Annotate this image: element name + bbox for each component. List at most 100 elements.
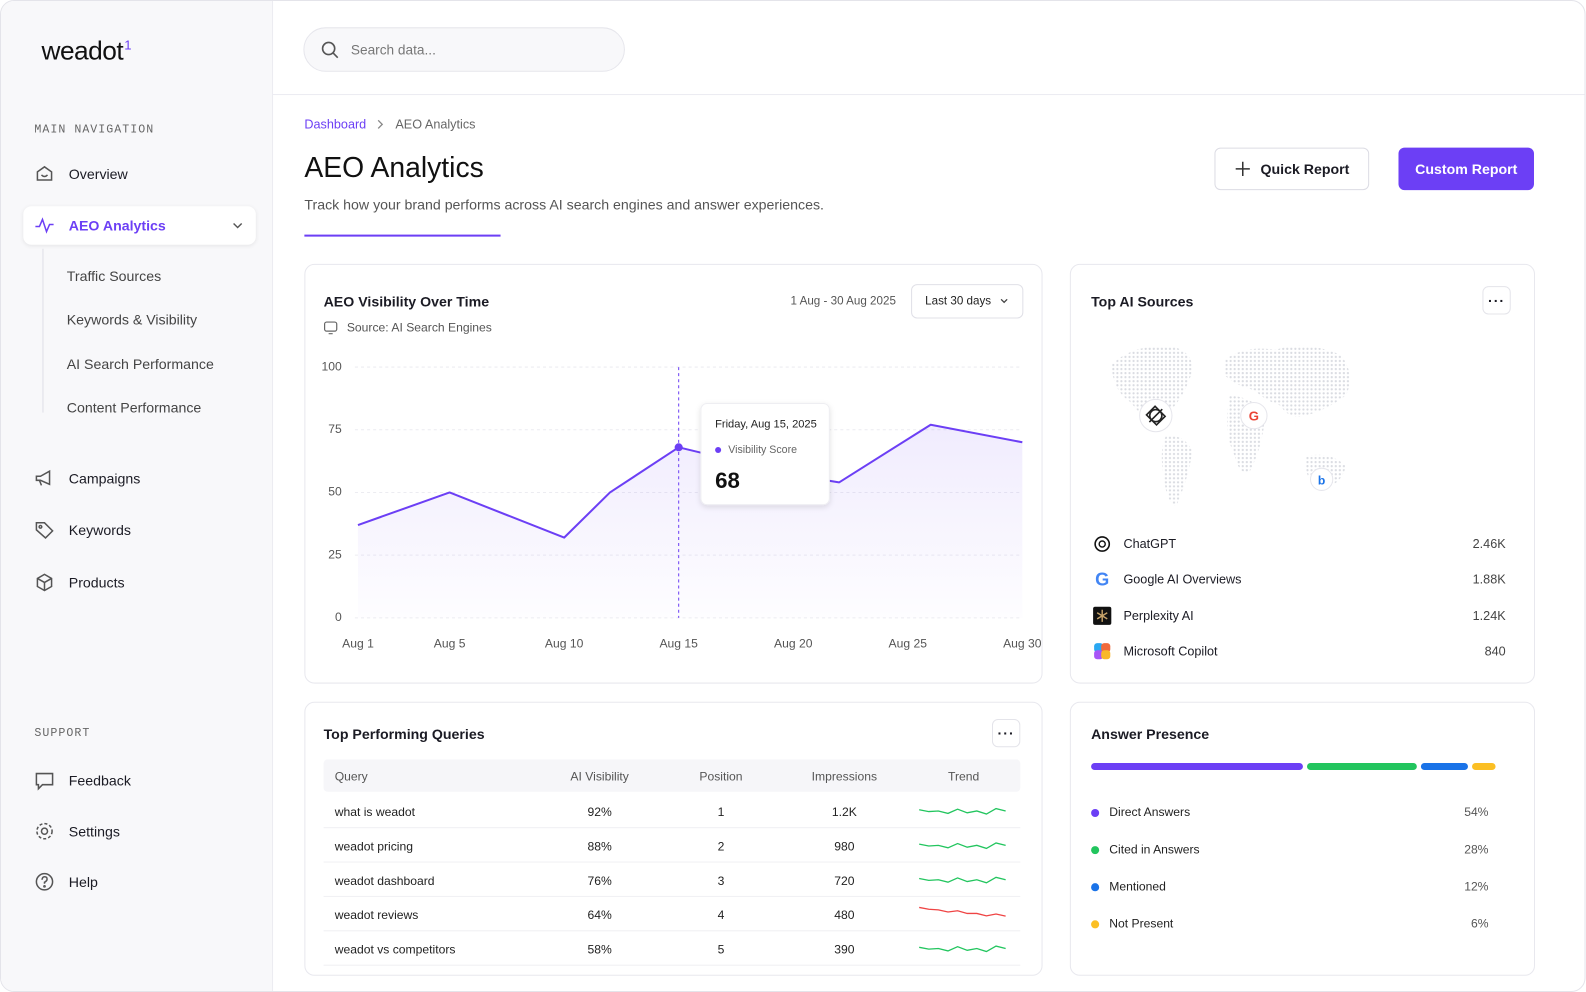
icon <box>35 217 54 234</box>
column-header: Query <box>334 769 368 784</box>
nav-label: Feedback <box>68 772 131 789</box>
nav-item[interactable]: Help <box>34 869 98 895</box>
svg-text:b: b <box>1318 473 1325 487</box>
table-cell: 2 <box>717 839 725 854</box>
search-icon <box>321 41 339 59</box>
card-title: Answer Presence <box>1091 726 1210 743</box>
nav-item[interactable]: Overview <box>34 161 128 187</box>
search-box[interactable]: Search data... <box>303 27 625 72</box>
row-divider <box>323 861 1021 863</box>
breadcrumb-link[interactable]: Dashboard <box>304 117 367 132</box>
sub-nav[interactable]: Keywords & Visibility <box>66 311 198 328</box>
quick-report-button[interactable]: Quick Report <box>1214 147 1370 191</box>
brand-name: weadot <box>41 35 124 66</box>
page-title: AEO Analytics <box>304 151 484 184</box>
icon <box>36 573 53 592</box>
queries-table: Query AI Visibility Position Impressions Tre… <box>323 759 1021 966</box>
presence-card <box>1069 701 1536 976</box>
period-dropdown[interactable]: Last 30 days <box>911 284 1024 319</box>
table-cell: 980 <box>834 839 855 854</box>
page-subtitle: Track how your brand performs across AI … <box>304 196 824 213</box>
more-button[interactable]: ··· <box>1482 286 1511 315</box>
button-label: Quick Report <box>1260 160 1350 177</box>
column-header: AI Visibility <box>570 769 629 784</box>
active-nav[interactable] <box>23 206 256 245</box>
date-range: 1 Aug - 30 Aug 2025 <box>790 295 896 308</box>
nav-item[interactable]: Campaigns <box>34 465 140 491</box>
more-button[interactable]: ··· <box>991 718 1021 748</box>
nav-item[interactable]: AEO Analytics <box>34 212 166 238</box>
section-heading: SUPPORT <box>34 727 91 741</box>
column-header: Trend <box>948 769 980 784</box>
table-cell: 1.2K <box>831 804 857 820</box>
sub-nav[interactable]: Content Performance <box>66 399 202 416</box>
queries-card <box>304 701 1043 976</box>
query-cell: weadot vs competitors <box>334 942 456 957</box>
table-cell: 1 <box>717 804 725 820</box>
svg-text:G: G <box>1249 409 1259 424</box>
icon <box>36 165 53 181</box>
table-cell: 58% <box>587 942 612 957</box>
search-placeholder: Search data... <box>350 41 436 58</box>
table-cell: 64% <box>587 908 612 923</box>
query-cell: weadot dashboard <box>334 873 435 888</box>
source-text: Source: AI Search Engines <box>346 320 492 335</box>
period-label: Last 30 days <box>925 295 992 308</box>
card-title: Top AI Sources <box>1091 293 1194 310</box>
plus-icon <box>1235 161 1250 176</box>
nav-item[interactable]: Settings <box>34 818 120 844</box>
custom-report-button[interactable]: Custom Report <box>1398 147 1534 191</box>
source-icon <box>323 321 338 335</box>
sidebar: weadot1 MAIN NAVIGATION Overview AEO Ana… <box>1 1 274 991</box>
nav-item[interactable]: Products <box>34 569 125 595</box>
chatgpt-icon <box>1091 533 1113 555</box>
sources-card <box>1069 263 1536 684</box>
table-cell: 4 <box>717 908 725 923</box>
icon <box>35 522 54 540</box>
source-row: Microsoft Copilot 840 <box>1091 639 1506 663</box>
breadcrumb-sep <box>377 119 384 129</box>
nav-label: Campaigns <box>68 470 141 487</box>
nav-label: AEO Analytics <box>68 217 166 234</box>
nav-label: Keywords <box>68 521 131 538</box>
source-name: Google AI Overviews <box>1123 572 1242 587</box>
card-title: Top Performing Queries <box>323 726 485 743</box>
icon <box>36 822 53 840</box>
icon <box>35 872 54 891</box>
nav-label: Overview <box>68 165 128 183</box>
title-underline <box>304 234 501 237</box>
sub-nav[interactable]: AI Search Performance <box>66 355 214 373</box>
source-row: ChatGPT 2.46K <box>1091 532 1506 556</box>
source-value: 840 <box>1484 644 1506 659</box>
table-cell: 3 <box>717 873 725 888</box>
source-value: 1.24K <box>1472 608 1506 623</box>
chart-source: Source: AI Search Engines <box>323 320 492 335</box>
table-cell: 480 <box>834 908 855 923</box>
brand-mark: 1 <box>124 37 132 53</box>
column-header: Position <box>699 769 743 784</box>
chevron <box>233 222 243 229</box>
world-map: G b <box>1111 345 1350 507</box>
icon <box>35 772 54 791</box>
icon <box>35 469 51 486</box>
row-divider <box>323 964 1021 966</box>
chevron <box>1000 298 1008 304</box>
source-value: 1.88K <box>1472 572 1506 587</box>
nav-item[interactable]: Keywords <box>34 517 131 543</box>
logo[interactable]: weadot1 <box>41 35 131 66</box>
source-name: Perplexity AI <box>1123 608 1194 623</box>
query-cell: weadot reviews <box>334 908 419 923</box>
nav-item[interactable]: Feedback <box>34 768 131 794</box>
sub-nav[interactable]: Traffic Sources <box>66 267 162 285</box>
chart-title: AEO Visibility Over Time <box>323 293 490 310</box>
table-cell: 92% <box>587 804 612 820</box>
source-name: ChatGPT <box>1123 536 1177 552</box>
nav-label: Settings <box>68 823 120 840</box>
table-cell: 390 <box>834 942 855 957</box>
perplexity-icon <box>1091 605 1113 627</box>
nav-label: Help <box>68 873 98 890</box>
table-cell: 5 <box>717 942 725 957</box>
source-name: Microsoft Copilot <box>1123 644 1218 659</box>
breadcrumb-current: AEO Analytics <box>395 117 476 132</box>
